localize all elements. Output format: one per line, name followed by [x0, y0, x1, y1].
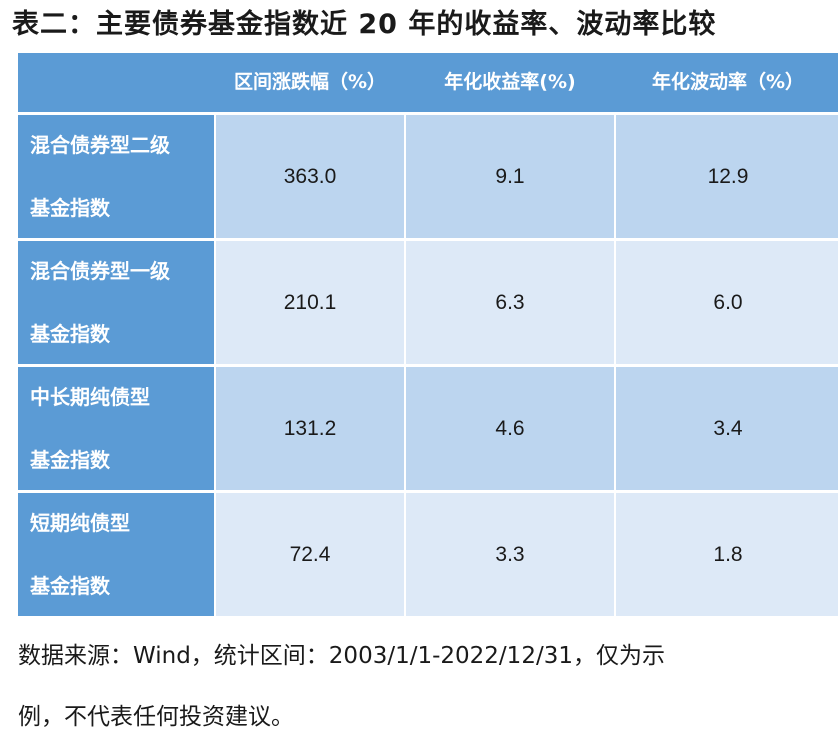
cell-annual-return: 9.1 [406, 115, 614, 238]
row-label-line2: 基金指数 [30, 322, 110, 346]
row-label-line2: 基金指数 [30, 574, 110, 598]
table-title: 表二：主要债券基金指数近 20 年的收益率、波动率比较 [12, 9, 717, 40]
table-header-row: 区间涨跌幅（%） 年化收益率(%) 年化波动率（%） [18, 53, 838, 112]
cell-range-change: 131.2 [216, 367, 404, 490]
cell-annual-volatility: 1.8 [616, 493, 838, 616]
row-label: 混合债券型一级 基金指数 [18, 241, 214, 364]
footnote-line2: 例，不代表任何投资建议。 [18, 704, 294, 730]
table-row: 短期纯债型 基金指数 72.4 3.3 1.8 [18, 493, 838, 616]
footnote-line1: 数据来源：Wind，统计区间：2003/1/1-2022/12/31，仅为示 [18, 643, 665, 669]
cell-range-change: 210.1 [216, 241, 404, 364]
row-label-line2: 基金指数 [30, 196, 110, 220]
row-label-line2: 基金指数 [30, 448, 110, 472]
row-label: 中长期纯债型 基金指数 [18, 367, 214, 490]
row-label-line1: 中长期纯债型 [30, 385, 150, 409]
cell-annual-return: 3.3 [406, 493, 614, 616]
cell-range-change: 72.4 [216, 493, 404, 616]
cell-annual-return: 4.6 [406, 367, 614, 490]
cell-annual-volatility: 12.9 [616, 115, 838, 238]
table-row: 中长期纯债型 基金指数 131.2 4.6 3.4 [18, 367, 838, 490]
cell-annual-return: 6.3 [406, 241, 614, 364]
row-label: 短期纯债型 基金指数 [18, 493, 214, 616]
cell-range-change: 363.0 [216, 115, 404, 238]
cell-annual-volatility: 3.4 [616, 367, 838, 490]
row-label: 混合债券型二级 基金指数 [18, 115, 214, 238]
cell-annual-volatility: 6.0 [616, 241, 838, 364]
row-label-line1: 混合债券型二级 [30, 133, 170, 157]
table-row: 混合债券型一级 基金指数 210.1 6.3 6.0 [18, 241, 838, 364]
row-label-line1: 短期纯债型 [30, 511, 130, 535]
header-range-change: 区间涨跌幅（%） [233, 71, 387, 93]
header-annual-volatility: 年化波动率（%） [651, 71, 805, 93]
row-label-line1: 混合债券型一级 [30, 259, 170, 283]
header-annual-return: 年化收益率(%) [444, 71, 576, 93]
table-row: 混合债券型二级 基金指数 363.0 9.1 12.9 [18, 115, 838, 238]
